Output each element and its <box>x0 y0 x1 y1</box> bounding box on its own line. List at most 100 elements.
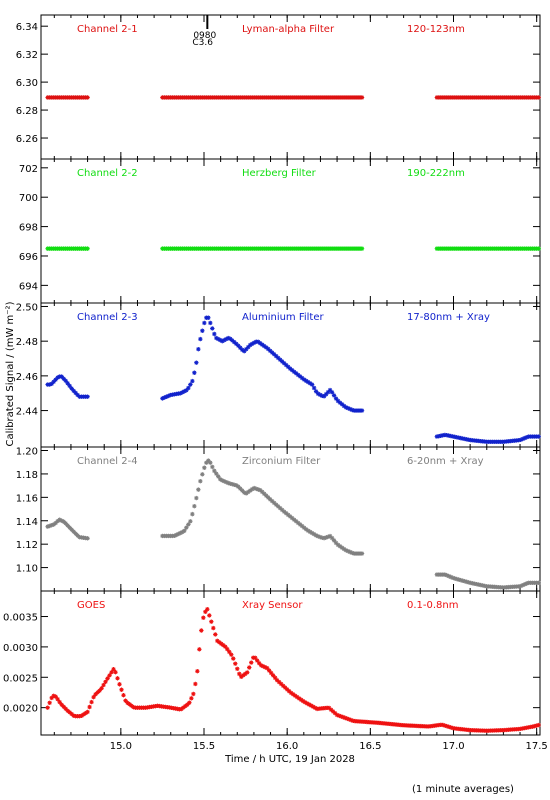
data-point <box>344 716 350 721</box>
data-point <box>249 660 254 665</box>
data-point <box>307 381 313 386</box>
data-point <box>349 407 355 413</box>
data-point <box>212 331 217 337</box>
data-point <box>279 507 285 513</box>
data-point <box>299 523 305 529</box>
data-point <box>298 697 304 702</box>
data-point <box>117 682 122 687</box>
data-point <box>280 683 286 688</box>
data-point <box>446 724 452 730</box>
data-point <box>337 544 343 549</box>
data-point <box>73 531 78 536</box>
data-point <box>268 497 273 502</box>
panel-label: Channel 2-3 <box>77 312 138 323</box>
panel-label: Zirconium Filter <box>242 456 321 467</box>
data-point <box>208 460 213 465</box>
x-tick-label: 17.0 <box>442 741 464 752</box>
data-point <box>336 713 342 718</box>
data-point <box>218 477 223 482</box>
data-point <box>174 532 179 538</box>
panel-label: Channel 2-4 <box>77 456 138 467</box>
data-point <box>257 661 262 666</box>
y-tick-label: 0.0025 <box>3 673 38 684</box>
data-point <box>234 483 239 488</box>
y-axis-label: Calibrated Signal / (mW m⁻²) <box>5 301 16 446</box>
y-tick-label: 6.34 <box>16 22 38 33</box>
data-point <box>197 647 202 652</box>
data-point <box>188 519 193 524</box>
data-point <box>340 714 346 720</box>
data-point <box>254 486 259 491</box>
data-point <box>181 705 186 710</box>
data-point <box>216 336 221 342</box>
data-point <box>294 694 300 700</box>
data-point <box>333 396 339 401</box>
data-point <box>331 393 337 398</box>
data-point <box>444 573 450 578</box>
x-axis-label: Time / h UTC, 19 Jan 2028 <box>224 754 355 765</box>
data-point <box>230 482 235 487</box>
data-point <box>277 357 283 362</box>
data-point <box>242 490 247 495</box>
data-point <box>186 385 191 391</box>
data-point <box>448 574 454 580</box>
data-point <box>226 335 231 341</box>
y-tick-label: 700 <box>19 193 38 204</box>
data-point <box>263 665 268 670</box>
data-point <box>65 708 70 713</box>
data-point <box>289 368 295 373</box>
data-point <box>51 522 56 527</box>
data-point <box>239 674 244 679</box>
data-point <box>331 538 337 543</box>
data-point <box>299 375 305 381</box>
data-point <box>319 393 325 399</box>
data-point <box>271 673 276 678</box>
y-tick-label: 2.44 <box>16 407 38 418</box>
data-point <box>448 725 454 730</box>
data-point <box>269 670 274 676</box>
data-point <box>172 533 177 539</box>
data-point <box>67 383 72 389</box>
panel-label: Channel 2-2 <box>77 168 138 179</box>
x-tick-label: 17.5 <box>526 741 548 752</box>
panel-frame <box>40 14 541 160</box>
data-point <box>180 529 185 535</box>
data-point <box>321 394 327 399</box>
data-point <box>53 520 58 526</box>
data-point <box>202 320 207 326</box>
data-point <box>330 709 336 714</box>
data-point <box>191 691 196 697</box>
data-point <box>315 534 321 539</box>
data-point <box>71 529 76 534</box>
data-point <box>220 338 225 344</box>
data-point <box>222 479 227 484</box>
data-point <box>241 673 246 678</box>
data-point <box>69 386 74 391</box>
data-point <box>536 95 541 100</box>
data-point <box>93 692 98 697</box>
data-point <box>248 488 253 493</box>
data-point <box>295 520 301 526</box>
data-point <box>227 649 232 655</box>
y-tick-label: 1.20 <box>16 447 38 458</box>
data-point <box>224 479 229 485</box>
data-point <box>271 500 277 506</box>
data-point <box>232 482 237 487</box>
data-point <box>262 491 267 496</box>
data-point <box>456 577 462 582</box>
data-point <box>85 95 90 100</box>
data-point <box>187 700 192 705</box>
data-point <box>193 681 198 687</box>
data-point <box>270 498 275 504</box>
flare-annotation: 0980 <box>193 31 216 41</box>
y-tick-label: 2.46 <box>16 372 38 383</box>
data-point <box>309 530 315 536</box>
data-point <box>95 690 100 695</box>
y-tick-label: 1.12 <box>16 540 38 551</box>
data-point <box>534 723 539 728</box>
data-point <box>59 374 64 379</box>
data-point <box>345 406 351 411</box>
data-point <box>313 533 319 538</box>
data-point <box>302 700 308 705</box>
data-point <box>238 486 243 491</box>
